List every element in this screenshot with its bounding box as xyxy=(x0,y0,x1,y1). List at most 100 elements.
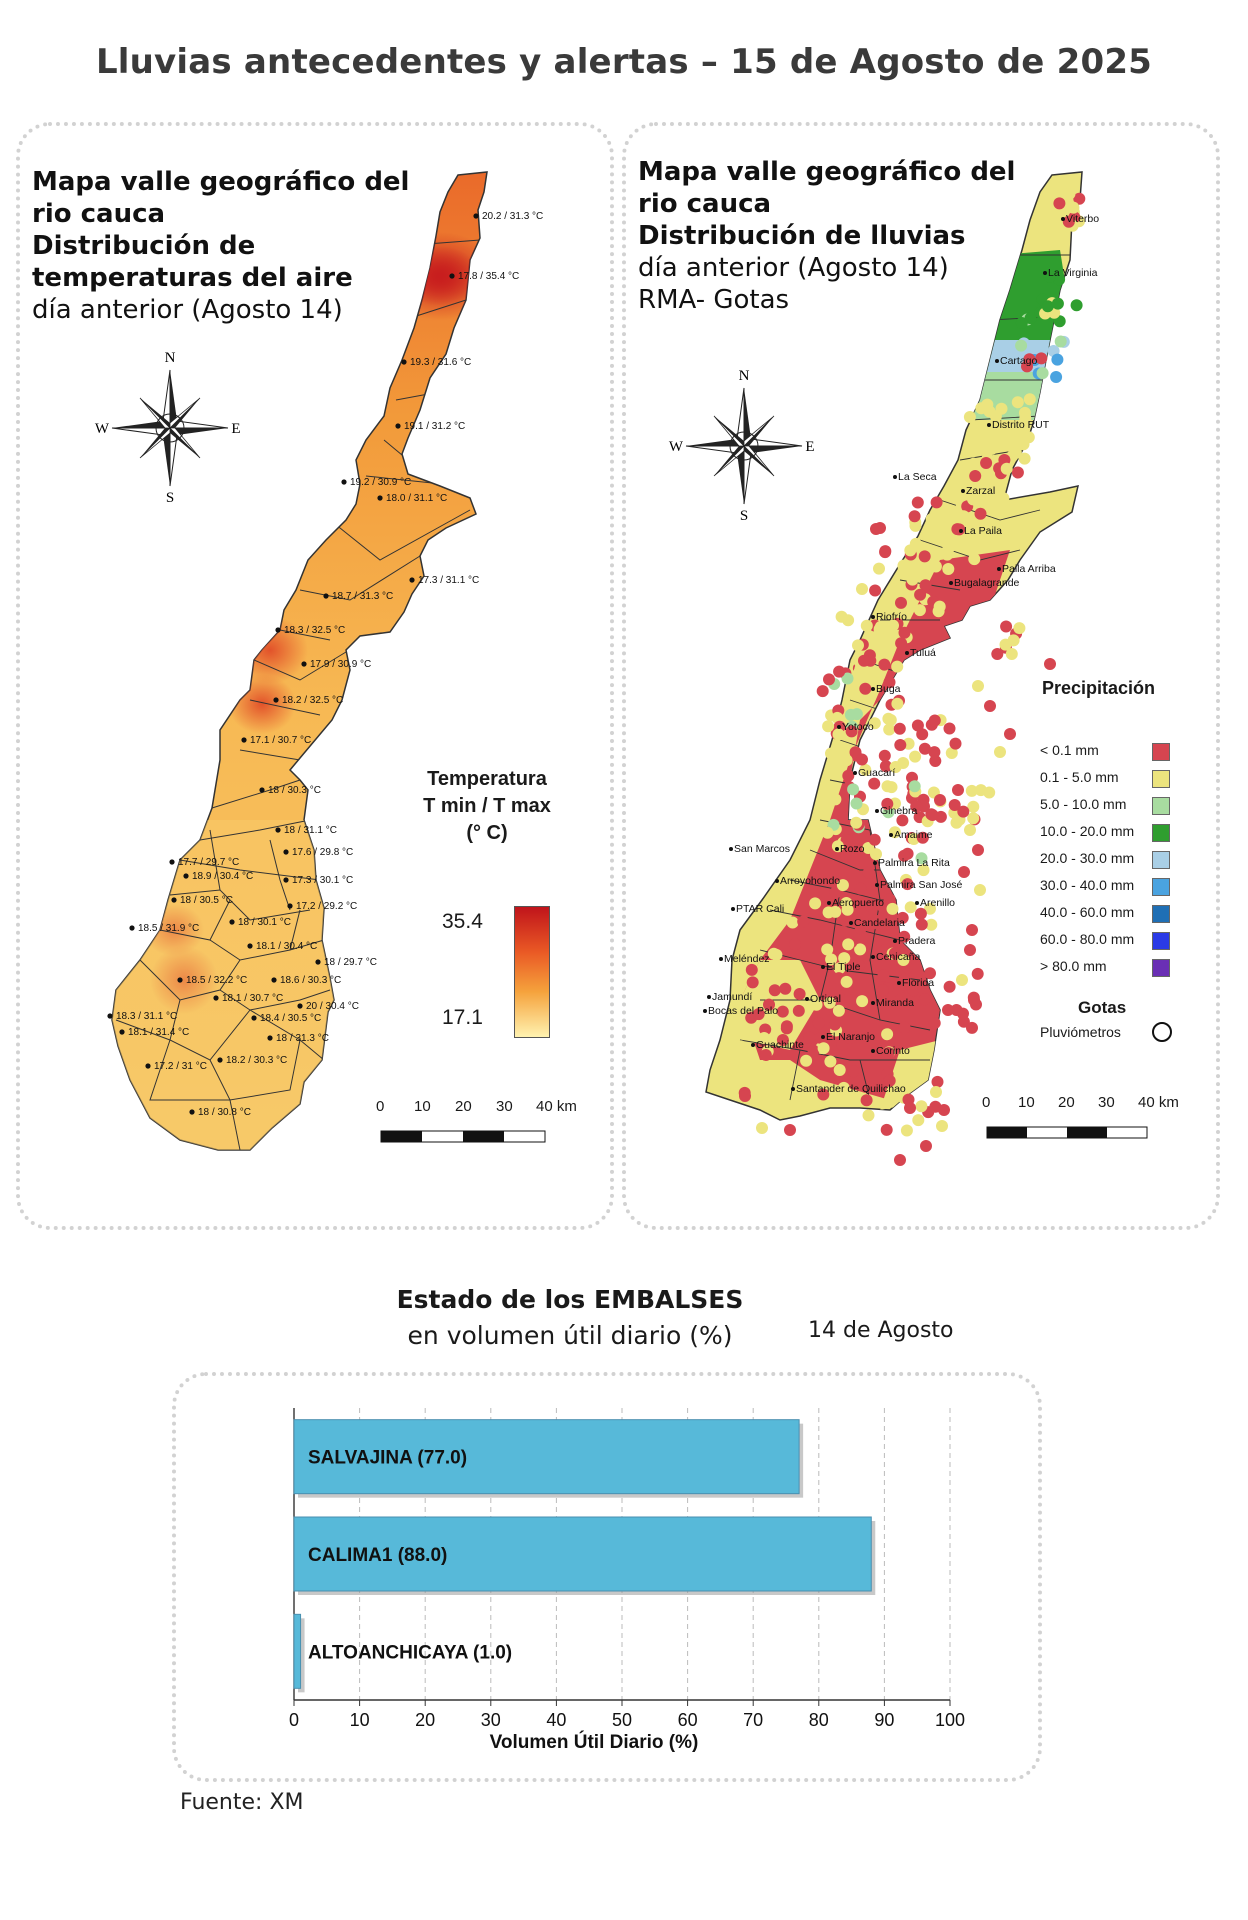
station-dot-icon xyxy=(169,859,175,865)
rain-gauge-dot-icon xyxy=(856,753,868,766)
station-dot-icon xyxy=(241,737,247,743)
place-dot-icon xyxy=(1061,217,1065,221)
reservoirs-date: 14 de Agosto xyxy=(808,1318,954,1343)
rain-gauge-dot-icon xyxy=(895,992,908,1005)
title-line: Distribución de xyxy=(32,231,256,261)
rain-gauge-dot-icon xyxy=(874,620,887,633)
rain-gauge-dot-icon xyxy=(860,1094,873,1107)
rain-gauge-dot-icon xyxy=(898,626,911,639)
rain-gauge-dot-icon xyxy=(942,563,955,575)
reservoirs-title-normal: en volumen útil diario (%) xyxy=(407,1321,733,1350)
compass-rose-icon: N S E W xyxy=(669,368,815,524)
rain-gauge-dot-icon xyxy=(929,755,942,767)
rain-gauge-dot-icon xyxy=(870,848,882,861)
place-label: Riofrío xyxy=(876,611,907,623)
precip-legend-swatch xyxy=(1152,743,1170,761)
compass-n: N xyxy=(165,350,176,366)
station-temperature-label: 17.8 / 35.4 °C xyxy=(458,271,519,282)
place-label: Meléndez xyxy=(724,953,770,965)
place-dot-icon xyxy=(1043,271,1047,275)
title-line: día anterior (Agosto 14) xyxy=(638,253,949,283)
rain-gauge-dot-icon xyxy=(829,905,842,918)
temperature-legend-title: Temperatura T min / T max (° C) xyxy=(402,766,572,847)
rain-gauge-dot-icon xyxy=(928,1017,941,1030)
place-dot-icon xyxy=(729,847,733,851)
rain-gauge-dot-icon xyxy=(1019,412,1032,425)
rain-gauge-dot-icon xyxy=(882,1047,895,1059)
rain-gauge-dot-icon xyxy=(891,660,904,673)
title-line: temperaturas del aire xyxy=(32,263,353,293)
rain-gauge-dot-icon xyxy=(859,763,872,776)
rain-gauge-dot-icon xyxy=(1070,299,1083,312)
scale-tick: 20 xyxy=(1058,1094,1075,1111)
station-temperature-label: 18 / 30.3 °C xyxy=(268,785,321,796)
rain-gauge-dot-icon xyxy=(989,410,1002,423)
station-temperature-label: 18.3 / 31.1 °C xyxy=(116,1011,177,1022)
rain-gauge-dot-icon xyxy=(912,1114,925,1127)
rain-gauge-dot-icon xyxy=(918,993,931,1006)
rain-gauge-dot-icon xyxy=(925,918,938,931)
rain-gauge-dot-icon xyxy=(822,720,835,733)
rain-gauge-dot-icon xyxy=(803,1031,816,1044)
rain-gauge-dot-icon xyxy=(770,948,783,961)
reservoirs-chart-panel xyxy=(172,1372,1042,1782)
title-line: Mapa valle geográfico del xyxy=(638,157,1016,187)
rain-gauge-dot-icon xyxy=(876,984,889,997)
rain-gauge-dot-icon xyxy=(817,1042,830,1055)
rain-gauge-dot-icon xyxy=(734,1040,747,1053)
rain-gauge-dot-icon xyxy=(883,723,896,736)
place-dot-icon xyxy=(751,1043,755,1047)
rain-gauge-dot-icon xyxy=(930,496,943,509)
rain-gauge-dot-icon xyxy=(918,550,931,563)
rain-gauge-dot-icon xyxy=(883,1074,896,1087)
x-axis-title: Volumen Útil Diario (%) xyxy=(490,1731,699,1753)
rain-gauge-dot-icon xyxy=(948,799,961,811)
place-label: La Virginia xyxy=(1048,267,1098,279)
place-dot-icon xyxy=(703,1009,707,1013)
bar-label: ALTOANCHICAYA (1.0) xyxy=(308,1642,512,1663)
precip-legend-label: 0.1 - 5.0 mm xyxy=(1040,769,1119,785)
rain-gauge-dot-icon xyxy=(916,831,929,844)
rain-gauge-dot-icon xyxy=(984,700,996,712)
station-temperature-label: 18.0 / 31.1 °C xyxy=(386,493,447,504)
rain-gauge-dot-icon xyxy=(909,519,922,532)
rain-gauge-dot-icon xyxy=(898,930,911,943)
rain-gauge-circle-icon xyxy=(1152,1022,1172,1042)
rain-gauge-dot-icon xyxy=(967,493,980,506)
legend-line: Temperatura xyxy=(427,768,547,790)
legend-min-value: 17.1 xyxy=(442,1006,483,1029)
bar-shadow xyxy=(298,1618,305,1693)
station-temperature-label: 18.2 / 30.3 °C xyxy=(226,1055,287,1066)
place-label: Pradera xyxy=(898,935,936,947)
rain-gauge-dot-icon xyxy=(949,737,962,750)
place-label: Amaime xyxy=(894,829,933,841)
x-tick-label: 50 xyxy=(612,1710,632,1730)
rain-gauge-dot-icon xyxy=(928,714,941,727)
place-label: Ortigal xyxy=(810,993,841,1005)
rain-gauge-dot-icon xyxy=(991,648,1004,660)
station-dot-icon xyxy=(183,873,189,879)
rain-gauge-dot-icon xyxy=(850,708,863,721)
station-temperature-label: 17.9 / 30.9 °C xyxy=(310,659,371,670)
rain-gauge-dot-icon xyxy=(877,901,890,914)
rain-gauge-dot-icon xyxy=(877,969,890,982)
place-dot-icon xyxy=(995,359,999,363)
rain-gauge-dot-icon xyxy=(810,998,823,1011)
station-temperature-label: 18.1 / 30.4 °C xyxy=(256,941,317,952)
place-label: La Paila xyxy=(964,525,1002,537)
precip-legend-label: 10.0 - 20.0 mm xyxy=(1040,823,1135,839)
station-temperature-label: 18.7 / 31.3 °C xyxy=(332,591,393,602)
station-dot-icon xyxy=(213,995,219,1001)
place-label: El Tiple xyxy=(826,961,861,973)
rain-gauge-dot-icon xyxy=(878,749,891,762)
station-temperature-label: 19.3 / 31.6 °C xyxy=(410,357,471,368)
rainfall-map-panel xyxy=(622,122,1220,1230)
place-label: Aeropuerto xyxy=(832,897,884,909)
x-tick-label: 60 xyxy=(678,1710,698,1730)
rain-gauge-dot-icon xyxy=(840,754,853,767)
rain-gauge-dot-icon xyxy=(840,975,853,988)
rain-gauge-dot-icon xyxy=(896,911,909,924)
rain-gauge-dot-icon xyxy=(997,492,1010,505)
rain-gauge-dot-icon xyxy=(847,1065,860,1078)
rain-gauge-dot-icon xyxy=(906,573,919,586)
